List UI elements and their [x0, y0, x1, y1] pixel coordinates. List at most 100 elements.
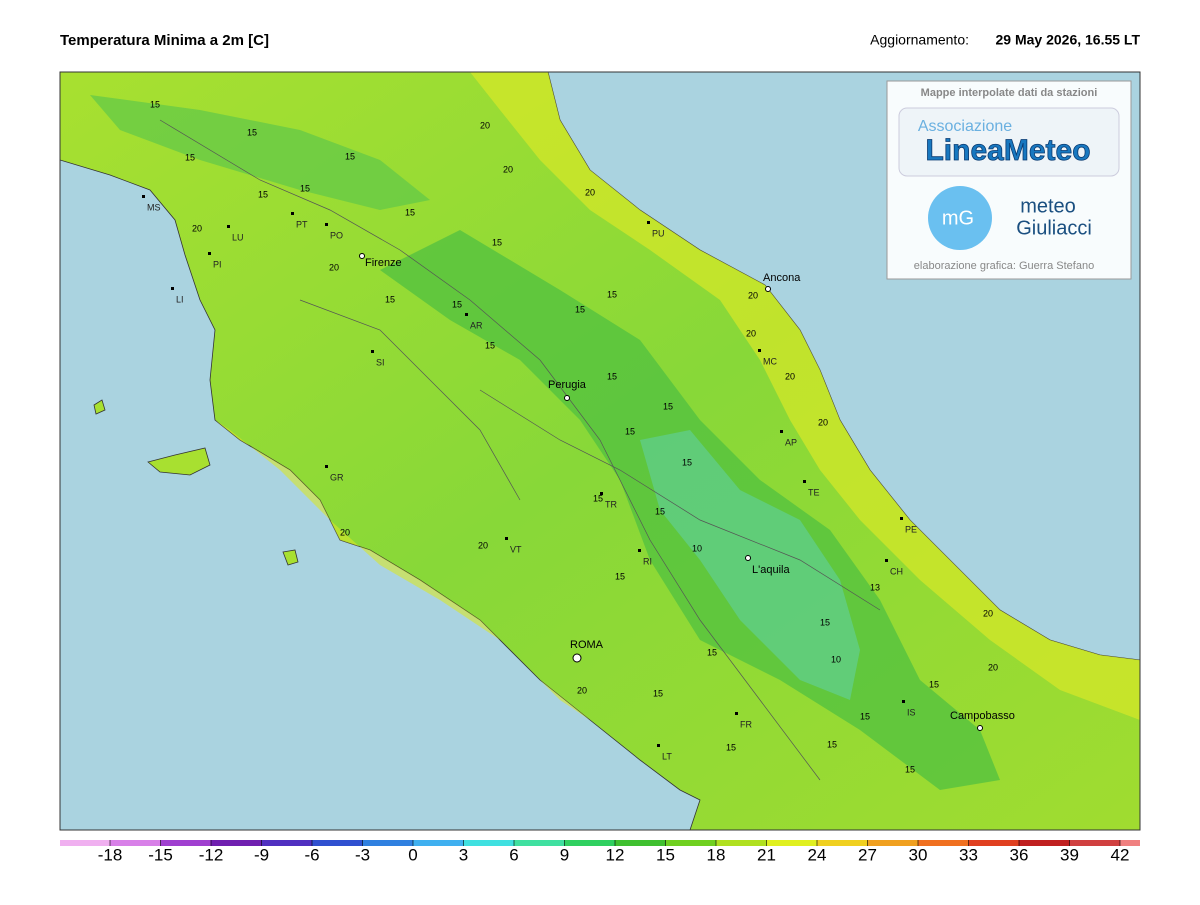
legend-label: -9 [254, 845, 269, 864]
contour-label: 15 [485, 340, 495, 350]
contour-label: 15 [247, 127, 257, 137]
contour-label: 15 [860, 711, 870, 721]
contour-label: 15 [492, 237, 502, 247]
legend-swatch [1019, 840, 1070, 846]
legend-label: 18 [707, 845, 726, 864]
contour-label: 20 [577, 685, 587, 695]
legend-swatch [463, 840, 514, 846]
contour-label: 15 [726, 742, 736, 752]
province-dot [758, 349, 761, 352]
province-dot [371, 350, 374, 353]
logo-linea: LineaMeteo [925, 134, 1090, 167]
legend-label: -3 [355, 845, 370, 864]
city-dot [564, 395, 570, 401]
contour-label: 15 [300, 183, 310, 193]
city-dot [765, 286, 771, 292]
legend-swatch [110, 840, 161, 846]
city-dot [745, 555, 751, 561]
legend-label: -15 [148, 845, 173, 864]
province-label: PT [296, 219, 308, 229]
contour-label: 10 [692, 543, 702, 553]
apennines-high [640, 430, 860, 700]
legend-swatch [362, 840, 413, 846]
contour-label: 15 [625, 426, 635, 436]
credits-box: Mappe interpolate dati da stazioni Assoc… [886, 80, 1132, 280]
contour-label: 10 [831, 654, 841, 664]
legend-label: 3 [459, 845, 468, 864]
update-time: 29 May 2026, 16.55 LT [996, 32, 1141, 48]
legend-swatch [261, 840, 312, 846]
province-label: RI [643, 556, 652, 566]
contour-label: 20 [818, 417, 828, 427]
city-dot [977, 725, 983, 731]
province-label: GR [330, 472, 344, 482]
contour-label: 15 [929, 679, 939, 689]
city-dot [572, 653, 582, 663]
province-label: CH [890, 566, 903, 576]
legend-label: 9 [560, 845, 569, 864]
city-label: ROMA [570, 639, 604, 651]
contour-label: 20 [748, 290, 758, 300]
contour-label: 20 [478, 540, 488, 550]
contour-label: 15 [452, 299, 462, 309]
contour-label: 15 [820, 617, 830, 627]
contour-label: 15 [707, 647, 717, 657]
contour-label: 15 [827, 739, 837, 749]
legend-swatch [867, 840, 918, 846]
city-label: Ancona [763, 272, 801, 284]
legend-label: 15 [656, 845, 675, 864]
province-dot [780, 430, 783, 433]
legend-label: 6 [509, 845, 518, 864]
province-dot [885, 559, 888, 562]
province-label: AP [785, 437, 797, 447]
legend-label: 36 [1010, 845, 1029, 864]
province-dot [142, 195, 145, 198]
contour-label: 15 [663, 401, 673, 411]
province-label: LI [176, 294, 184, 304]
city-label: Firenze [365, 257, 402, 269]
title: Temperatura Minima a 2m [C] [60, 32, 269, 49]
legend-swatch [1069, 840, 1120, 846]
legend-swatch [413, 840, 464, 846]
province-dot [465, 313, 468, 316]
contour-label: 20 [329, 262, 339, 272]
legend-label: 12 [606, 845, 625, 864]
legend-swatch [817, 840, 868, 846]
legend-label: -12 [199, 845, 224, 864]
legend-swatch [211, 840, 262, 846]
legend-swatch [615, 840, 666, 846]
legend-label: 24 [808, 845, 827, 864]
province-label: FR [740, 719, 752, 729]
legend-label: 0 [408, 845, 417, 864]
legend-swatch [716, 840, 767, 846]
province-dot [208, 252, 211, 255]
giuliacci-text: Giuliacci [1016, 217, 1092, 239]
province-label: TE [808, 487, 820, 497]
province-label: MS [147, 202, 161, 212]
legend-swatch [968, 840, 1019, 846]
legend-swatch [1120, 840, 1140, 846]
legend-label: 42 [1111, 845, 1130, 864]
contour-label: 15 [607, 289, 617, 299]
coast-warm-west [215, 420, 620, 740]
alps-north [90, 95, 430, 210]
city-label: Campobasso [950, 710, 1015, 722]
province-dot [735, 712, 738, 715]
legend-swatch [60, 840, 110, 846]
province-dot [600, 492, 603, 495]
contour-label: 15 [185, 152, 195, 162]
legend-label: -18 [98, 845, 123, 864]
elba [147, 447, 211, 476]
contour-label: 20 [340, 527, 350, 537]
province-dot [900, 517, 903, 520]
giglio [282, 549, 299, 566]
province-dot [171, 287, 174, 290]
border [299, 299, 521, 501]
contour-label: 15 [575, 304, 585, 314]
province-label: PE [905, 524, 917, 534]
meteo-text: meteo [1020, 195, 1076, 217]
credits-author: elaborazione grafica: Guerra Stefano [914, 260, 1094, 272]
province-label: PI [213, 259, 222, 269]
province-label: PU [652, 228, 665, 238]
update-label: Aggiornamento: [870, 32, 969, 48]
